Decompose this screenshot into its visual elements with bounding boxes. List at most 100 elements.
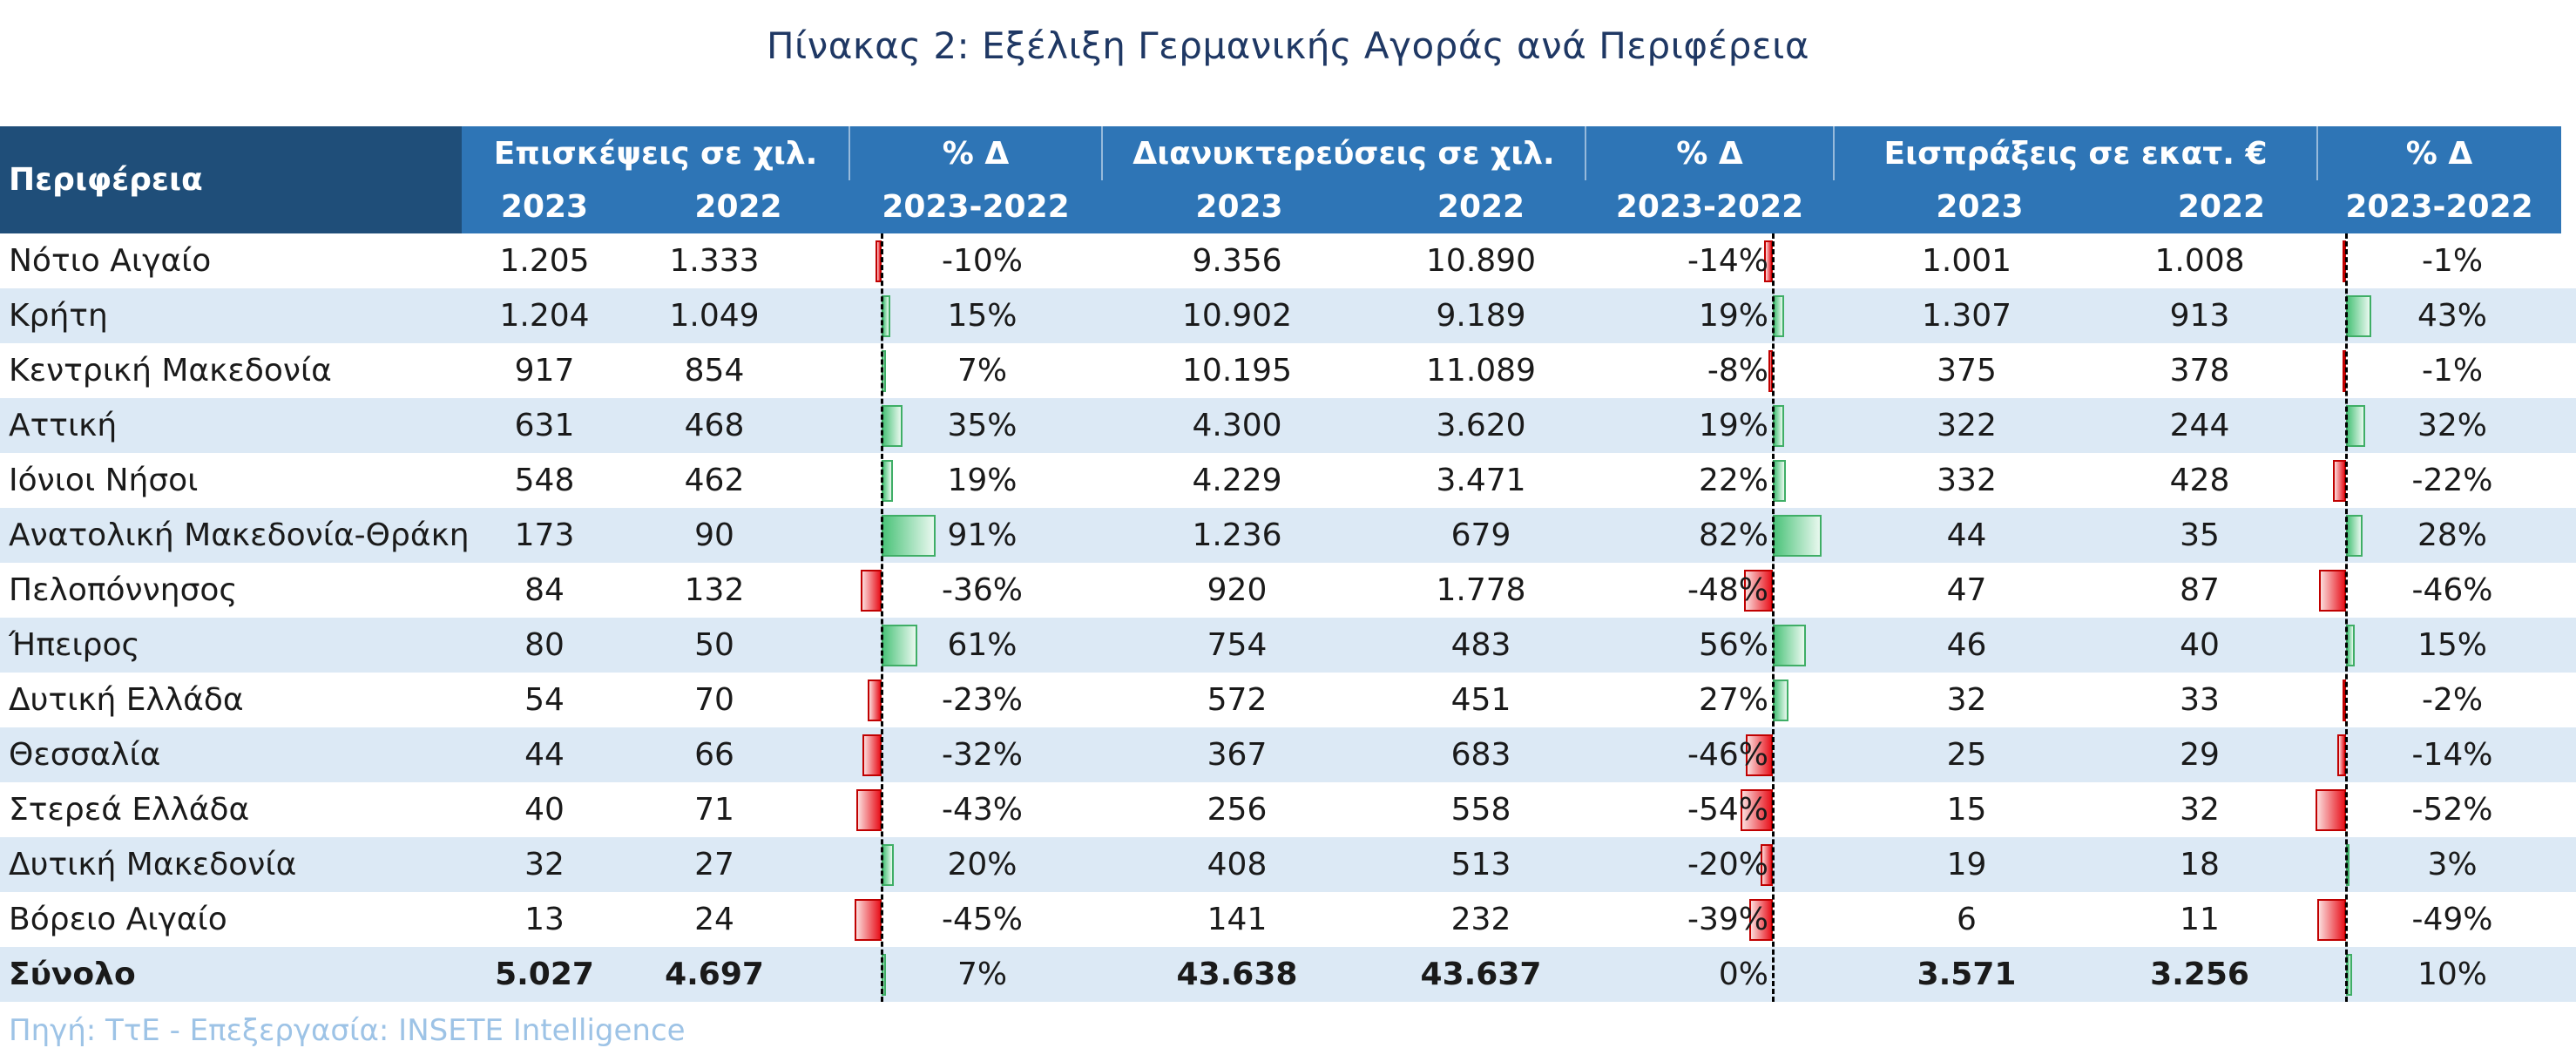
nights-change-pct: -54% (1687, 792, 1768, 828)
receipts-2022: 32 (2180, 792, 2220, 828)
nights-2022: 513 (1450, 847, 1511, 882)
nights-2022: 558 (1450, 792, 1511, 828)
visits-2023: 917 (514, 353, 575, 389)
region-name: Ήπειρος (9, 627, 140, 663)
receipts-2022: 33 (2180, 682, 2220, 718)
visits-2022: 1.049 (669, 298, 760, 334)
table-row: Ιόνιοι Νήσοι 548 462 4.229 3.471 332 428 19% 22%… (0, 453, 2576, 508)
table-row: Δυτική Μακεδονία 32 27 408 513 19 18 20% -20% 3% (0, 837, 2576, 892)
receipts-2022: 244 (2169, 408, 2230, 443)
visits-change-pct: -10% (941, 243, 1023, 279)
receipts-change-pct: 15% (2417, 627, 2487, 663)
receipts-2022: 87 (2180, 572, 2220, 608)
nights-2022: 451 (1450, 682, 1511, 718)
receipts-change-pct: -1% (2421, 243, 2484, 279)
receipts-change-pct: -52% (2411, 792, 2493, 828)
visits-change-pct: -23% (941, 682, 1023, 718)
receipts-change-pct: 10% (2417, 957, 2487, 992)
table-row: Βόρειο Αιγαίο 13 24 141 232 6 11 -45% -39% -49% (0, 892, 2576, 947)
nights-2022: 11.089 (1426, 353, 1536, 389)
receipts-change-pct: -49% (2411, 902, 2493, 937)
visits-change-bar (862, 734, 882, 776)
nights-2022: 679 (1450, 517, 1511, 553)
nights-2023: 367 (1207, 737, 1268, 773)
region-name: Δυτική Ελλάδα (9, 682, 244, 718)
table-row: Πελοπόννησος 84 132 920 1.778 47 87 -36% -48% -46… (0, 563, 2576, 618)
header-nights-period: 2023-2022 (1585, 180, 1834, 233)
nights-2022: 1.778 (1436, 572, 1526, 608)
receipts-change-pct: 32% (2417, 408, 2487, 443)
header-separator (1833, 126, 1835, 180)
nights-change-pct: -46% (1687, 737, 1768, 773)
visits-2023: 54 (524, 682, 565, 718)
nights-change-pct: -48% (1687, 572, 1768, 608)
header-receipts-2023: 2023 (1834, 180, 2126, 233)
nights-change-pct: -8% (1707, 353, 1768, 389)
receipts-2023: 332 (1937, 463, 1997, 498)
nights-change-bar (1744, 570, 1773, 612)
visits-2022: 132 (684, 572, 745, 608)
visits-2022: 4.697 (665, 957, 764, 992)
visits-2022: 854 (684, 353, 745, 389)
source-note: Πηγή: ΤτΕ - Επεξεργασία: INSETE Intellig… (9, 1013, 686, 1048)
nights-2023: 256 (1207, 792, 1268, 828)
receipts-2023: 322 (1937, 408, 1997, 443)
receipts-change-pct: 43% (2417, 298, 2487, 334)
receipts-2022: 35 (2180, 517, 2220, 553)
visits-2022: 71 (694, 792, 734, 828)
visits-2022: 66 (694, 737, 734, 773)
visits-change-bar (882, 625, 918, 666)
table-title: Πίνακας 2: Εξέλιξη Γερμανικής Αγοράς ανά… (766, 24, 1810, 67)
nights-change-pct: 56% (1698, 627, 1768, 663)
visits-change-pct: -43% (941, 792, 1023, 828)
nights-change-pct: -39% (1687, 902, 1768, 937)
table-row: Ανατολική Μακεδονία-Θράκη 173 90 1.236 679 44… (0, 508, 2576, 563)
receipts-change-bar (2318, 570, 2346, 612)
nights-change-bar (1773, 515, 1822, 557)
visits-2023: 32 (524, 847, 565, 882)
nights-change-bar (1768, 350, 1773, 392)
receipts-change-pct: -2% (2421, 682, 2484, 718)
receipts-2023: 1.001 (1921, 243, 2012, 279)
receipts-2023: 15 (1946, 792, 1987, 828)
receipts-2022: 29 (2180, 737, 2220, 773)
nights-2023: 4.300 (1192, 408, 1282, 443)
header-separator (1585, 126, 1586, 180)
nights-change-bar (1749, 899, 1773, 941)
header-visits-pct: % Δ (849, 126, 1102, 180)
visits-change-pct: 91% (947, 517, 1018, 553)
nights-change-pct: 19% (1698, 408, 1768, 443)
receipts-2023: 46 (1946, 627, 1987, 663)
table-row: Κρήτη 1.204 1.049 10.902 9.189 1.307 913 15% 19%… (0, 288, 2576, 343)
nights-2022: 9.189 (1436, 298, 1526, 334)
region-name: Βόρειο Αιγαίο (9, 902, 227, 937)
visits-change-bar (855, 899, 882, 941)
nights-2023: 4.229 (1192, 463, 1282, 498)
visits-change-pct: -45% (941, 902, 1023, 937)
table-row: Κεντρική Μακεδονία 917 854 10.195 11.089 375 3… (0, 343, 2576, 398)
nights-2023: 10.902 (1182, 298, 1292, 334)
receipts-2023: 6 (1957, 902, 1977, 937)
region-name: Ανατολική Μακεδονία-Θράκη (9, 517, 470, 553)
table-row: Νότιο Αιγαίο 1.205 1.333 9.356 10.890 1.001 1.… (0, 233, 2576, 288)
nights-2023: 920 (1207, 572, 1268, 608)
visits-change-pct: 19% (947, 463, 1018, 498)
total-row: Σύνολο 5.027 4.697 43.638 43.637 3.571 3.256 7%… (0, 947, 2576, 1002)
nights-2022: 683 (1450, 737, 1511, 773)
nights-change-bar (1773, 460, 1786, 502)
nights-change-bar (1745, 734, 1773, 776)
nights-2023: 572 (1207, 682, 1268, 718)
receipts-2023: 1.307 (1921, 298, 2012, 334)
nights-2022: 483 (1450, 627, 1511, 663)
receipts-change-pct: 3% (2427, 847, 2478, 882)
receipts-change-pct: 28% (2417, 517, 2487, 553)
visits-2023: 80 (524, 627, 565, 663)
visits-change-pct: 7% (957, 957, 1008, 992)
table-row: Δυτική Ελλάδα 54 70 572 451 32 33 -23% 27% -2% (0, 673, 2576, 727)
receipts-change-pct: -46% (2411, 572, 2493, 608)
header-visits-2023: 2023 (462, 180, 627, 233)
visits-2022: 462 (684, 463, 745, 498)
header-receipts-pct: % Δ (2317, 126, 2561, 180)
bar-axis-line (881, 233, 883, 1002)
visits-2023: 1.204 (499, 298, 590, 334)
